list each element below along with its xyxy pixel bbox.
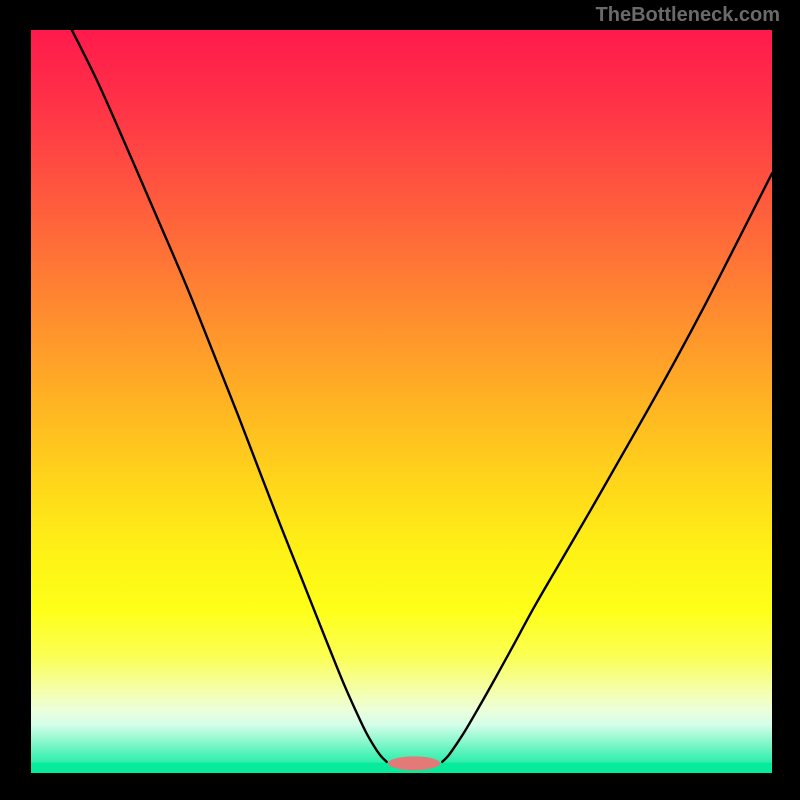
gradient-background <box>31 30 772 773</box>
watermark-text: TheBottleneck.com <box>596 4 780 27</box>
chart-root: TheBottleneck.com <box>0 0 800 800</box>
chart-svg <box>0 0 800 800</box>
sweet-spot-marker <box>388 756 440 770</box>
